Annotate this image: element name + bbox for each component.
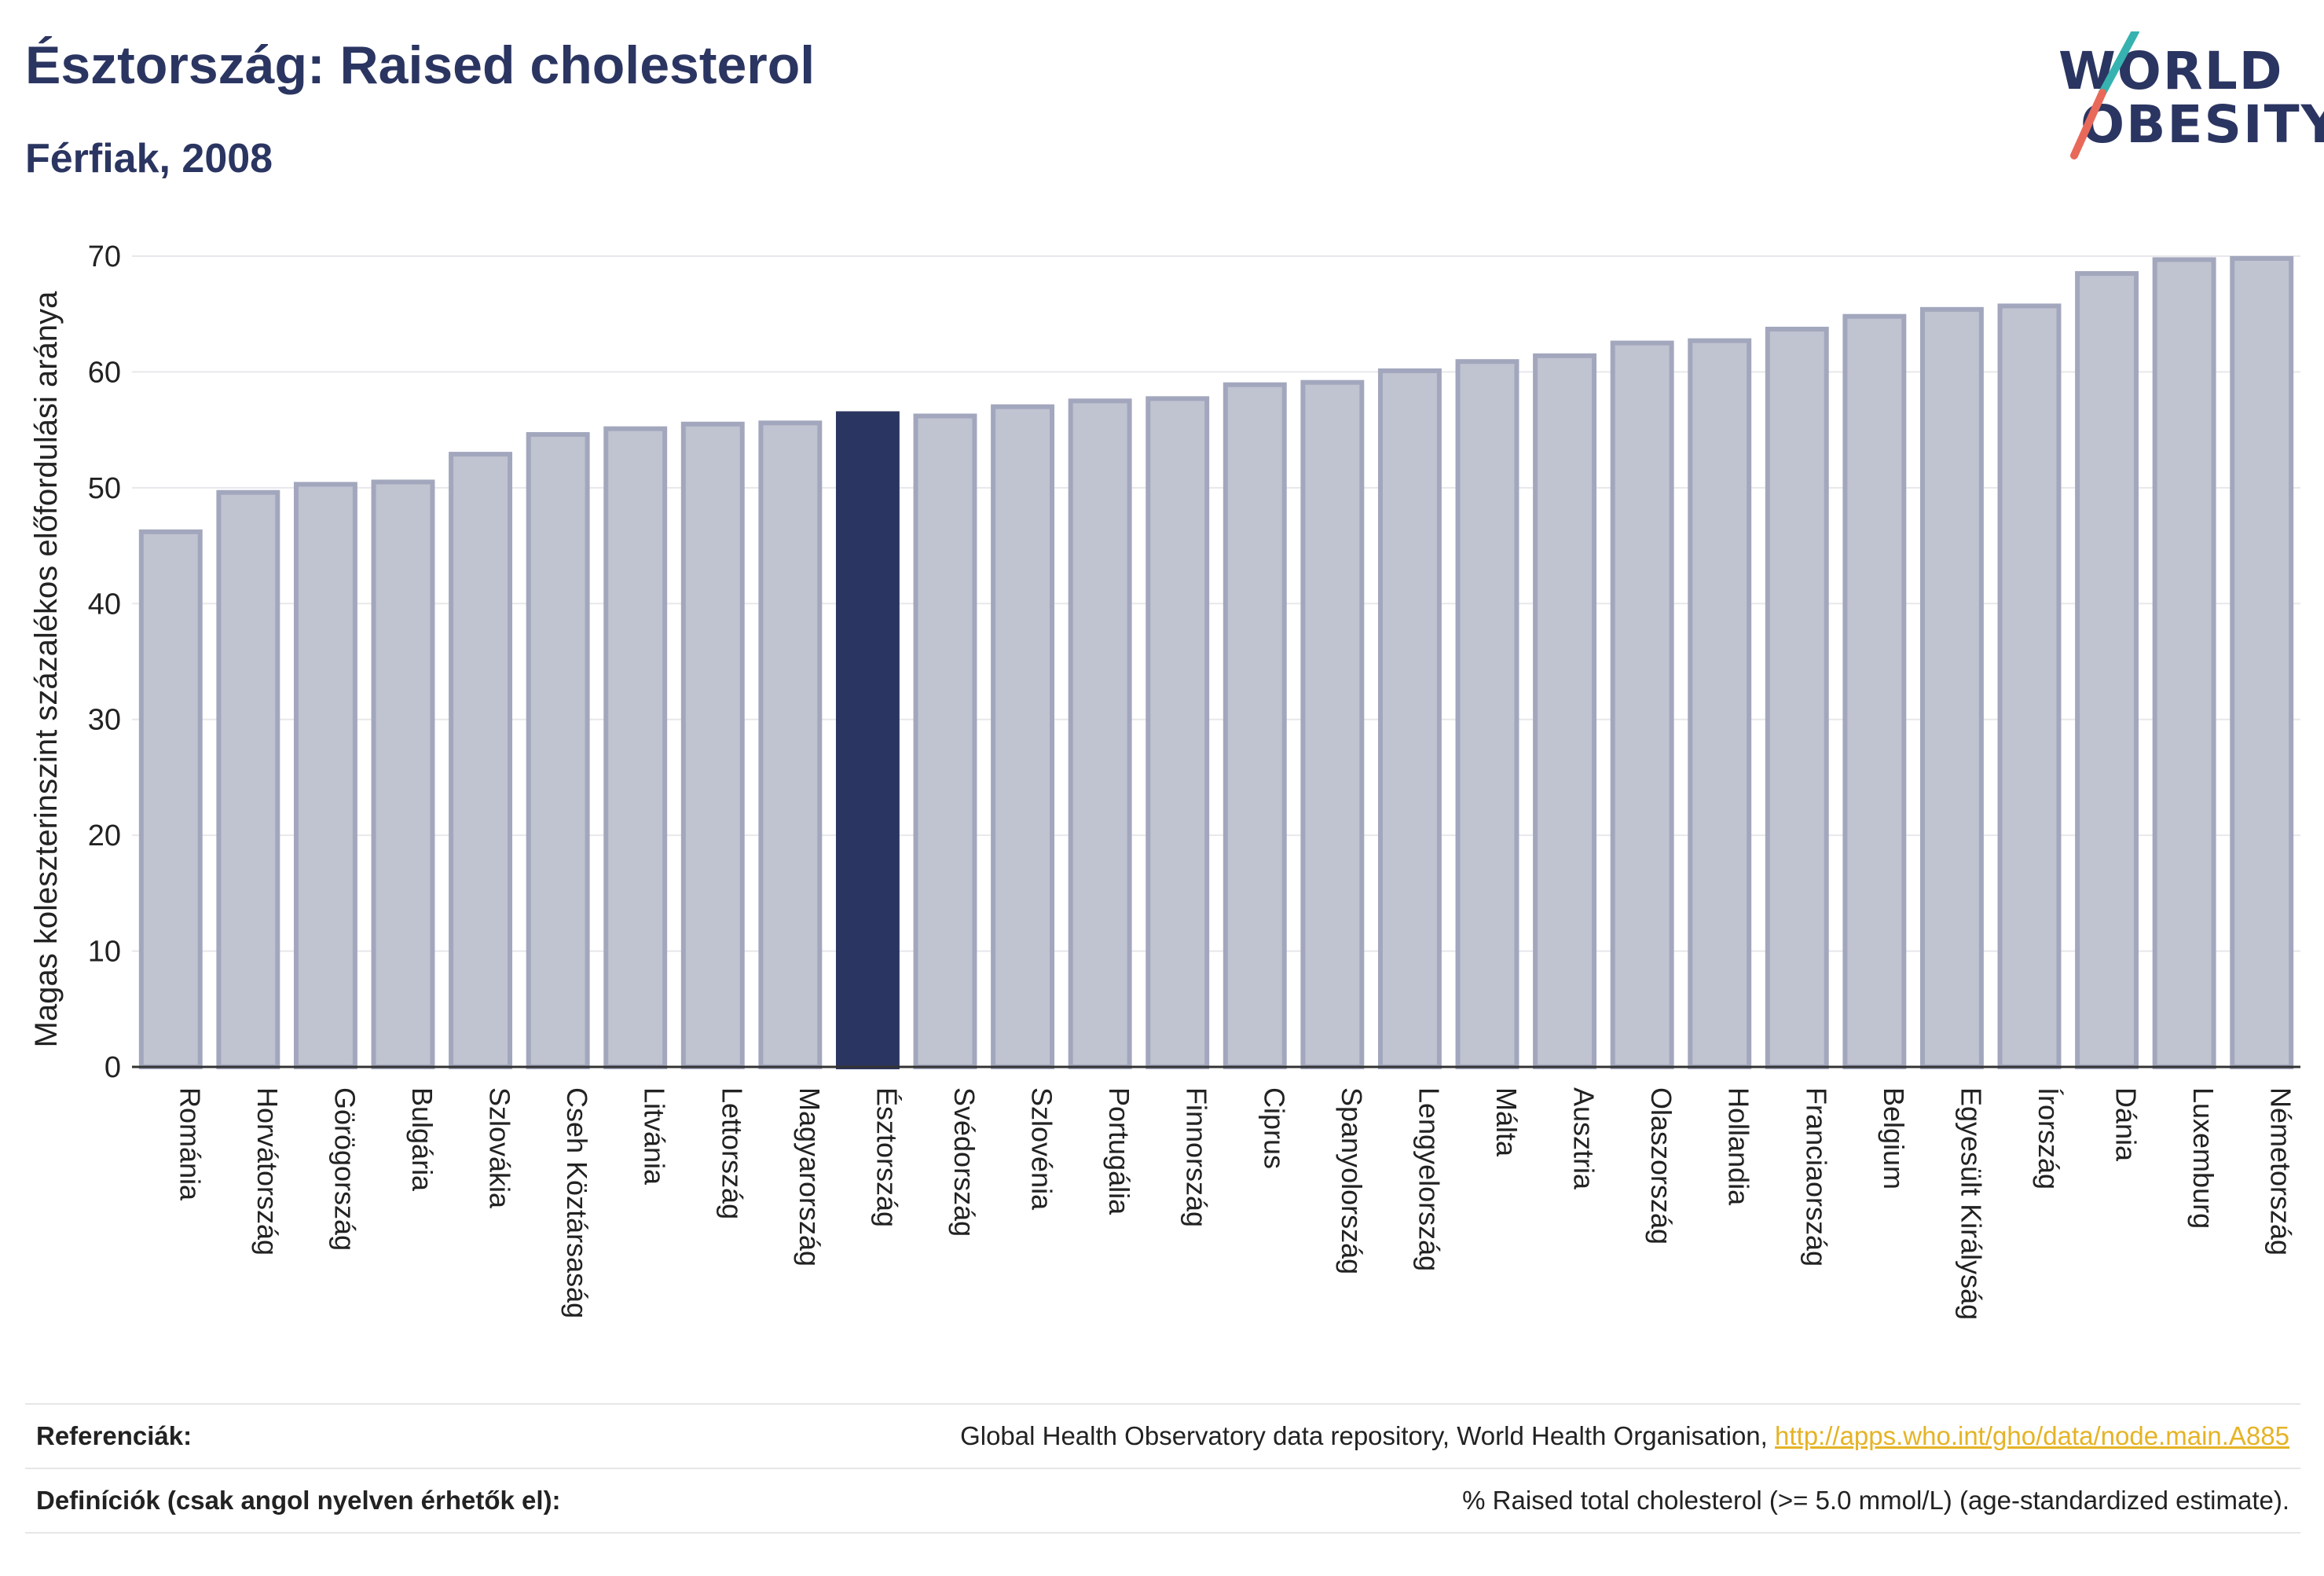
bar-25 <box>2075 271 2139 1070</box>
y-tick-label: 0 <box>104 1051 121 1084</box>
bar-12 <box>1068 398 1132 1069</box>
x-tick-label: Magyarország <box>794 1087 826 1266</box>
definitions-text: % Raised total cholesterol (>= 5.0 mmol/… <box>1462 1486 2289 1515</box>
x-tick-label: Belgium <box>1878 1087 1910 1189</box>
logo-slash-icon <box>2070 31 2139 159</box>
x-tick-label: Bulgária <box>406 1087 438 1192</box>
bar-21 <box>1765 326 1829 1069</box>
x-tick-label: Litvánia <box>639 1087 671 1186</box>
bar-0 <box>138 529 203 1069</box>
bar-14 <box>1222 382 1287 1070</box>
y-tick-label: 20 <box>88 819 121 852</box>
bar-17 <box>1455 359 1519 1070</box>
bar-22 <box>1842 313 1907 1070</box>
x-tick-label: Észtország <box>871 1087 903 1227</box>
bar-23 <box>1919 306 1984 1069</box>
references-link[interactable]: http://apps.who.int/gho/data/node.main.A… <box>1775 1421 2289 1450</box>
logo-word-obesity: OBESITY <box>2080 94 2324 155</box>
references-label: Referenciák: <box>36 1421 192 1450</box>
bar-chart: 0 10 20 30 40 50 60 70 Románia Horvátország Görög… <box>29 240 2300 1320</box>
x-tick-label: Olaszország <box>1645 1087 1677 1244</box>
bar-18 <box>1533 353 1597 1069</box>
x-tick-label: Spanyolország <box>1336 1087 1368 1274</box>
x-tick-label: Svédország <box>948 1087 981 1237</box>
bar-8 <box>758 420 823 1069</box>
x-tick-label: Írország <box>2033 1087 2065 1189</box>
y-axis-label: Magas koleszterinszint százalékos előfor… <box>29 291 64 1047</box>
y-tick-label: 60 <box>88 356 121 389</box>
bar-2 <box>293 482 357 1069</box>
x-tick-label: Szlovénia <box>1026 1087 1058 1211</box>
x-tick-label: Málta <box>1490 1087 1523 1157</box>
x-tick-label: Lettország <box>716 1087 748 1219</box>
world-obesity-logo: WORLD OBESITY <box>2043 31 2324 165</box>
definitions-label: Definíciók (csak angol nyelven érhetők e… <box>36 1486 561 1515</box>
bar-13 <box>1146 396 1210 1069</box>
chart-subtitle: Férfiak, 2008 <box>25 136 273 181</box>
bar-3 <box>371 479 435 1069</box>
definitions-row: Definíciók (csak angol nyelven érhetők e… <box>25 1468 2300 1534</box>
x-tick-label: Görögország <box>328 1087 361 1251</box>
x-tick-label: Portugália <box>1103 1087 1135 1215</box>
x-tick-label: Szlovákia <box>484 1087 516 1209</box>
x-tick-label: Románia <box>174 1087 206 1201</box>
references-row: Referenciák: Global Health Observatory d… <box>25 1403 2300 1468</box>
x-tick-label: Lengyelország <box>1413 1087 1445 1271</box>
bar-27 <box>2230 255 2294 1069</box>
x-tick-label: Ausztria <box>1568 1087 1600 1190</box>
x-tick-label: Horvátország <box>251 1087 284 1255</box>
x-tick-label: Németország <box>2265 1087 2297 1255</box>
bar-4 <box>449 452 513 1069</box>
bar-20 <box>1688 338 1752 1069</box>
bar-10 <box>913 413 977 1069</box>
bar-19 <box>1610 340 1674 1070</box>
bar-6 <box>603 426 668 1069</box>
y-tick-label: 30 <box>88 704 121 737</box>
x-tick-label: Finnország <box>1181 1087 1213 1227</box>
x-tick-label: Franciaország <box>1800 1087 1832 1266</box>
bar-26 <box>2152 257 2216 1069</box>
references-text: Global Health Observatory data repositor… <box>960 1421 1768 1450</box>
y-tick-label: 70 <box>88 240 121 273</box>
bar-24 <box>1997 303 2062 1069</box>
references-value: Global Health Observatory data repositor… <box>960 1421 2300 1451</box>
y-axis-ticks: 0 10 20 30 40 50 60 70 <box>88 240 121 1084</box>
y-tick-label: 40 <box>88 588 121 621</box>
x-tick-label: Egyesült Királyság <box>1955 1087 1987 1320</box>
y-tick-label: 50 <box>88 472 121 505</box>
bars <box>138 255 2294 1070</box>
y-tick-label: 10 <box>88 936 121 969</box>
bar-15 <box>1300 379 1365 1069</box>
bar-highlight-9 <box>835 411 900 1069</box>
x-tick-label: Cseh Köztársaság <box>561 1087 593 1318</box>
bar-7 <box>680 421 745 1069</box>
bar-11 <box>991 404 1055 1069</box>
x-tick-label: Hollandia <box>1723 1087 1755 1206</box>
logo-word-world: WORLD <box>2058 41 2284 101</box>
x-tick-label: Ciprus <box>1258 1087 1290 1169</box>
bar-1 <box>216 489 280 1069</box>
x-axis-labels: Románia Horvátország Görögország Bulgária Sz… <box>174 1087 2297 1320</box>
x-tick-label: Dánia <box>2110 1087 2143 1162</box>
bar-16 <box>1377 368 1442 1069</box>
chart-title: Észtország: Raised cholesterol <box>25 35 816 95</box>
bar-5 <box>526 432 590 1069</box>
x-tick-label: Luxemburg <box>2187 1087 2220 1229</box>
